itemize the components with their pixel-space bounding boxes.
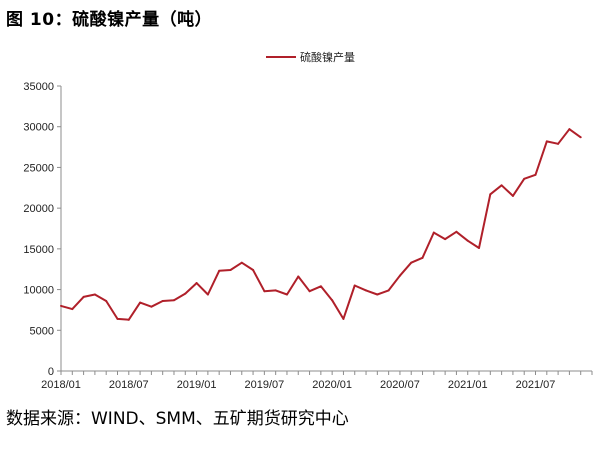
y-tick-label: 5000 xyxy=(30,325,54,337)
series-line-nickel-sulfate xyxy=(60,128,582,321)
data-point-2020/04 xyxy=(365,289,368,292)
data-point-2018/06 xyxy=(116,317,119,320)
data-point-2019/01 xyxy=(195,282,198,285)
data-point-2020/10 xyxy=(432,231,435,234)
data-point-2019/04 xyxy=(229,269,232,272)
data-point-2018/11 xyxy=(172,299,175,302)
chart-title: 图 10：硫酸镍产量（吨） xyxy=(6,10,213,30)
legend: 硫酸镍产量 xyxy=(266,50,355,64)
data-point-2019/09 xyxy=(285,293,288,296)
data-point-2020/08 xyxy=(410,261,413,264)
data-point-2020/01 xyxy=(331,299,334,302)
data-point-2018/01 xyxy=(60,304,62,307)
data-point-2020/05 xyxy=(376,293,379,296)
data-point-2021/10 xyxy=(568,128,571,131)
x-tick-label: 2020/01 xyxy=(312,379,352,391)
data-point-2019/11 xyxy=(308,290,311,293)
data-point-2019/08 xyxy=(274,289,277,292)
data-point-2020/06 xyxy=(387,289,390,292)
x-tick-label: 2019/01 xyxy=(177,379,217,391)
y-tick-label: 0 xyxy=(48,366,54,378)
data-point-2020/12 xyxy=(455,230,458,233)
y-tick-label: 30000 xyxy=(23,122,54,134)
x-tick-label: 2018/01 xyxy=(41,379,81,391)
data-point-2021/07 xyxy=(534,173,537,176)
data-point-2019/07 xyxy=(263,290,266,293)
data-point-2021/09 xyxy=(557,142,560,145)
data-point-2018/04 xyxy=(93,293,96,296)
data-point-2021/08 xyxy=(545,140,548,143)
data-point-2018/02 xyxy=(71,308,74,311)
data-point-2021/01 xyxy=(466,239,469,242)
data-point-2021/05 xyxy=(511,194,514,197)
data-point-2018/03 xyxy=(82,295,85,298)
data-point-2018/08 xyxy=(139,301,142,304)
data-point-2018/05 xyxy=(105,299,108,302)
x-axis: 2018/01 2018/07 2019/01 2019/07 2020/01 2020/… xyxy=(41,371,593,391)
data-point-2020/07 xyxy=(398,274,401,277)
y-tick-label: 25000 xyxy=(23,162,54,174)
data-point-2020/03 xyxy=(353,284,356,287)
x-tick-label: 2020/07 xyxy=(380,379,420,391)
y-tick-label: 20000 xyxy=(23,203,54,215)
data-point-2019/12 xyxy=(319,285,322,288)
legend-label: 硫酸镍产量 xyxy=(300,50,355,64)
x-tick-label: 2018/07 xyxy=(109,379,149,391)
x-tick-label: 2019/07 xyxy=(244,379,284,391)
data-point-2019/05 xyxy=(240,261,243,264)
data-point-2018/12 xyxy=(184,292,187,295)
data-point-2020/02 xyxy=(342,317,345,320)
data-point-2018/09 xyxy=(150,305,153,308)
data-point-2021/04 xyxy=(500,184,503,187)
data-point-2020/09 xyxy=(421,256,424,259)
y-tick-label: 10000 xyxy=(23,285,54,297)
data-point-2019/06 xyxy=(252,269,255,272)
data-point-2021/11 xyxy=(579,136,582,139)
y-tick-label: 15000 xyxy=(23,244,54,256)
data-point-2019/02 xyxy=(206,293,209,296)
data-point-2020/11 xyxy=(444,238,447,241)
y-axis: 0 5000 10000 15000 20000 25000 30000 35000 xyxy=(23,81,61,378)
x-tick-label: 2021/01 xyxy=(448,379,488,391)
data-point-2021/06 xyxy=(523,177,526,180)
data-point-2018/10 xyxy=(161,299,164,302)
data-point-2018/07 xyxy=(127,318,130,321)
data-point-2019/10 xyxy=(297,275,300,278)
source-note: 数据来源：WIND、SMM、五矿期货研究中心 xyxy=(6,409,349,429)
data-point-2019/03 xyxy=(218,269,221,272)
x-tick-label: 2021/07 xyxy=(516,379,556,391)
data-point-2021/03 xyxy=(489,193,492,196)
data-point-2021/02 xyxy=(478,247,481,250)
y-tick-label: 35000 xyxy=(23,81,54,93)
series-points xyxy=(60,128,582,321)
